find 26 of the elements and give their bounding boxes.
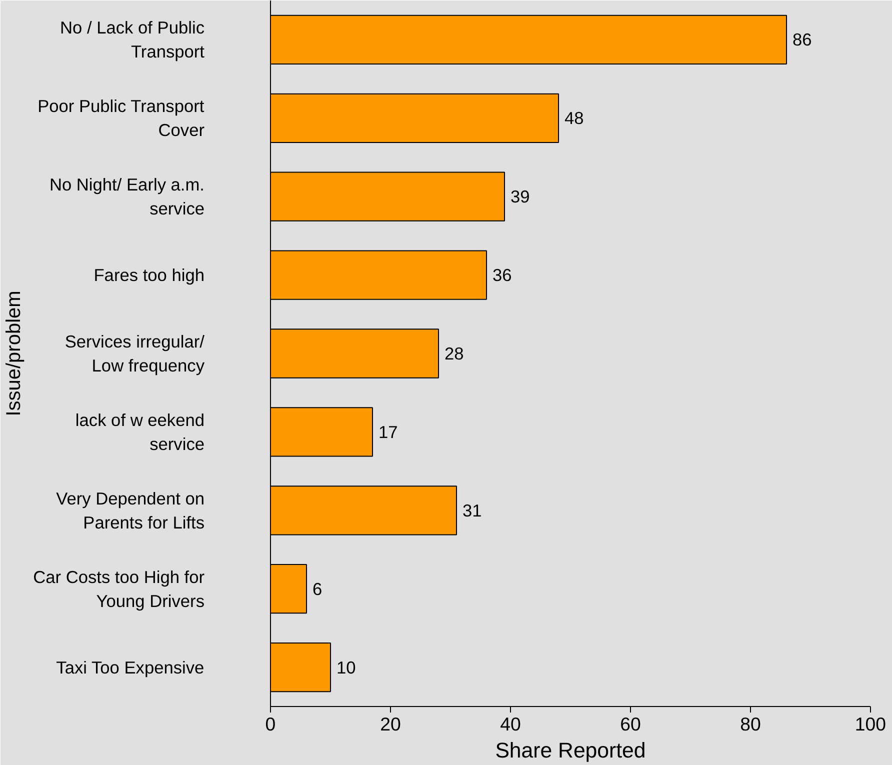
y-tick-label: Very Dependent on Parents for Lifts: [56, 488, 205, 532]
x-tick-label: 100: [854, 714, 886, 734]
data-label: 10: [336, 657, 356, 678]
data-label: 36: [492, 265, 512, 286]
y-tick-label: Taxi Too Expensive: [56, 657, 204, 678]
data-label: 48: [564, 108, 584, 128]
data-label: 39: [510, 186, 530, 207]
y-tick-label: Car Costs too High for Young Drivers: [33, 566, 205, 611]
data-label: 17: [378, 422, 398, 442]
x-tick-label: 0: [265, 714, 276, 734]
x-tick-label: 80: [740, 714, 761, 734]
data-label: 28: [444, 344, 464, 364]
x-tick-label: 60: [620, 714, 641, 734]
y-tick-label: Fares too high: [94, 265, 205, 286]
y-tick-label: No / Lack of Public Transport: [60, 18, 205, 62]
data-label: 31: [462, 500, 482, 520]
y-tick-label: lack of w eekend service: [75, 410, 205, 454]
data-label: 6: [312, 578, 322, 599]
y-tick-label: No Night/ Early a.m. service: [49, 174, 205, 219]
data-label: 86: [792, 30, 812, 50]
y-axis-title: Issue/problem: [3, 290, 26, 416]
y-tick-label: Services irregular/ Low frequency: [64, 332, 205, 376]
y-tick-label: Poor Public Transport Cover: [38, 96, 205, 140]
x-tick-label: 40: [500, 714, 521, 734]
x-tick-label: 20: [380, 714, 401, 734]
x-axis-title: Share Reported: [495, 738, 646, 762]
